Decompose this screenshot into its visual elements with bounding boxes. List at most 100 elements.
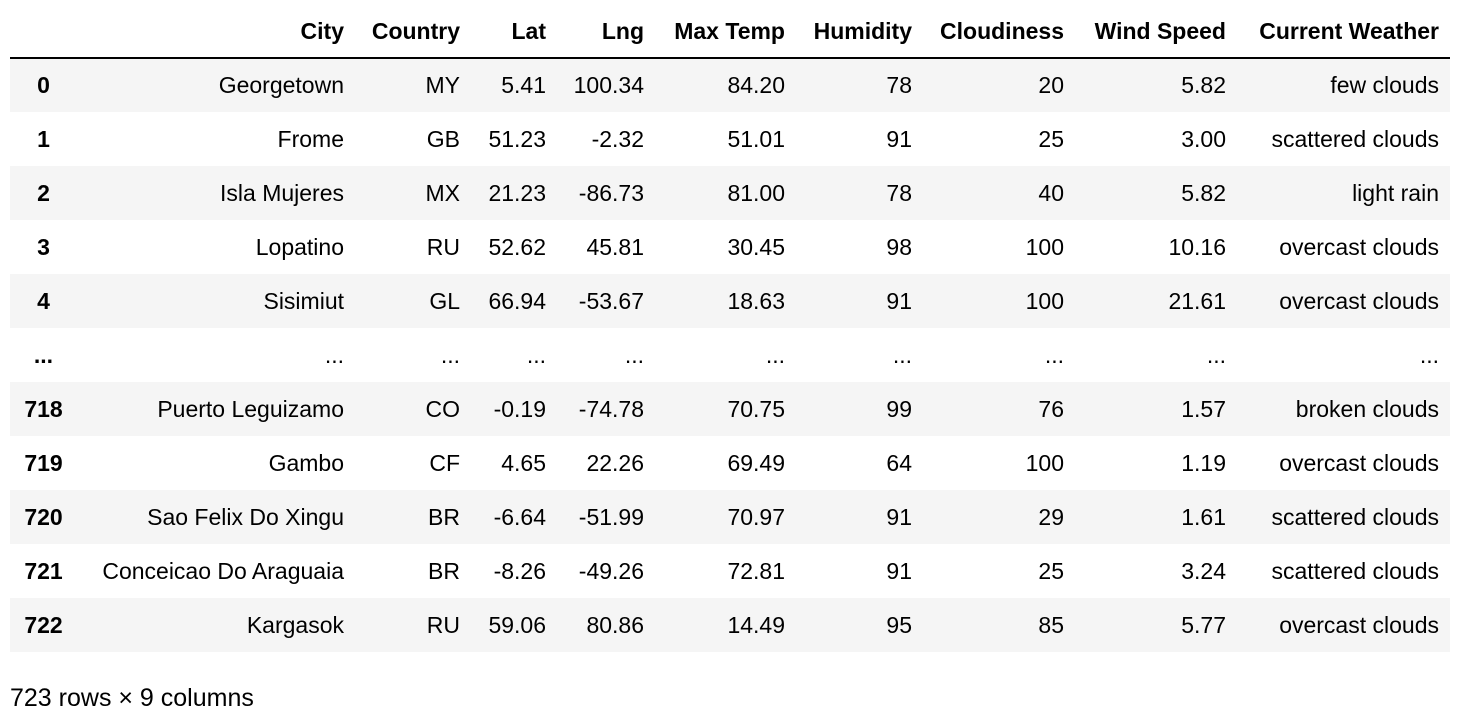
- cell-city: Sao Felix Do Xingu: [147, 503, 344, 530]
- cell-cloudiness: 25: [1038, 557, 1064, 584]
- row-index: 722: [24, 611, 63, 638]
- cell-lng: 80.86: [586, 611, 644, 638]
- cell-cloudiness: 29: [1038, 503, 1064, 530]
- cell-lat: 4.65: [501, 449, 546, 476]
- cell-lng: -53.67: [578, 287, 644, 314]
- cell-current-weather: overcast clouds: [1279, 287, 1439, 314]
- cell-max-temp: 72.81: [727, 557, 785, 584]
- cell-country: BR: [428, 557, 460, 584]
- cell-wind-speed: 1.19: [1181, 449, 1226, 476]
- column-header-cloudiness: Cloudiness: [923, 5, 1075, 59]
- cell-country: RU: [426, 611, 460, 638]
- cell-city: ...: [324, 341, 344, 368]
- cell-city: Frome: [277, 125, 344, 152]
- index-header: [10, 5, 77, 59]
- cell-cloudiness: 100: [1025, 287, 1064, 314]
- cell-wind-speed: ...: [1206, 341, 1226, 368]
- cell-lat: -8.26: [493, 557, 546, 584]
- cell-max-temp: 51.01: [727, 125, 785, 152]
- cell-cloudiness: ...: [1044, 341, 1064, 368]
- cell-humidity: 95: [886, 611, 912, 638]
- cell-current-weather: light rain: [1352, 179, 1439, 206]
- row-index: 0: [37, 72, 50, 98]
- table-row: 3 Lopatino RU 52.62 45.81 30.45 98 100 1…: [10, 220, 1450, 274]
- cell-max-temp: 70.75: [727, 395, 785, 422]
- cell-current-weather: broken clouds: [1295, 395, 1439, 422]
- cell-max-temp: 70.97: [727, 503, 785, 530]
- cell-cloudiness: 100: [1025, 233, 1064, 260]
- table-body: 0 Georgetown MY 5.41 100.34 84.20 78 20 …: [10, 58, 1450, 652]
- cell-city: Isla Mujeres: [220, 179, 344, 206]
- cell-current-weather: overcast clouds: [1279, 611, 1439, 638]
- column-header-humidity: Humidity: [796, 5, 923, 59]
- cell-country: BR: [428, 503, 460, 530]
- cell-wind-speed: 10.16: [1168, 233, 1226, 260]
- cell-wind-speed: 5.82: [1181, 179, 1226, 206]
- header-row: City Country Lat Lng Max Temp Humidity C…: [10, 5, 1450, 59]
- column-header-wind-speed: Wind Speed: [1075, 5, 1237, 59]
- cell-lat: 21.23: [488, 179, 546, 206]
- table-row: 721 Conceicao Do Araguaia BR -8.26 -49.2…: [10, 544, 1450, 598]
- cell-lat: ...: [526, 341, 546, 368]
- cell-country: CO: [425, 395, 461, 422]
- cell-lng: 100.34: [573, 72, 644, 98]
- cell-country: CF: [429, 449, 460, 476]
- cell-cloudiness: 100: [1025, 449, 1064, 476]
- dataframe-output: City Country Lat Lng Max Temp Humidity C…: [10, 5, 1450, 652]
- cell-lng: -86.73: [578, 179, 644, 206]
- table-row: 718 Puerto Leguizamo CO -0.19 -74.78 70.…: [10, 382, 1450, 436]
- cell-current-weather: few clouds: [1330, 72, 1439, 98]
- table-shape-summary: 723 rows × 9 columns: [10, 684, 254, 712]
- cell-max-temp: ...: [765, 341, 785, 368]
- cell-country: GL: [429, 287, 460, 314]
- cell-wind-speed: 21.61: [1168, 287, 1226, 314]
- cell-cloudiness: 40: [1038, 179, 1064, 206]
- cell-city: Georgetown: [218, 72, 344, 98]
- cell-lat: 66.94: [488, 287, 546, 314]
- cell-lng: -49.26: [578, 557, 644, 584]
- table-row: 4 Sisimiut GL 66.94 -53.67 18.63 91 100 …: [10, 274, 1450, 328]
- cell-lng: 22.26: [586, 449, 644, 476]
- table-row: 722 Kargasok RU 59.06 80.86 14.49 95 85 …: [10, 598, 1450, 652]
- row-index: 720: [24, 503, 63, 530]
- row-index: 719: [24, 449, 63, 476]
- row-index: 718: [24, 395, 63, 422]
- cell-country: ...: [440, 341, 460, 368]
- cell-lng: ...: [624, 341, 644, 368]
- cell-country: MX: [425, 179, 461, 206]
- cell-max-temp: 69.49: [727, 449, 785, 476]
- cell-lng: 45.81: [586, 233, 644, 260]
- cell-current-weather: overcast clouds: [1279, 449, 1439, 476]
- cell-cloudiness: 20: [1038, 72, 1064, 98]
- cell-wind-speed: 5.82: [1181, 72, 1226, 98]
- table-row: 1 Frome GB 51.23 -2.32 51.01 91 25 3.00 …: [10, 112, 1450, 166]
- cell-max-temp: 30.45: [727, 233, 785, 260]
- cell-country: RU: [426, 233, 460, 260]
- cell-country: GB: [426, 125, 460, 152]
- cell-cloudiness: 76: [1038, 395, 1064, 422]
- cell-city: Lopatino: [255, 233, 344, 260]
- cell-lng: -74.78: [578, 395, 644, 422]
- cell-humidity: 91: [886, 557, 912, 584]
- column-header-lat: Lat: [471, 5, 557, 59]
- cell-city: Sisimiut: [263, 287, 344, 314]
- cell-current-weather: scattered clouds: [1271, 125, 1439, 152]
- row-index: 721: [24, 557, 63, 584]
- row-index: 4: [37, 287, 50, 314]
- cell-city: Puerto Leguizamo: [157, 395, 344, 422]
- cell-humidity: 98: [886, 233, 912, 260]
- cell-lat: 52.62: [488, 233, 546, 260]
- dataframe-table: City Country Lat Lng Max Temp Humidity C…: [10, 5, 1450, 652]
- cell-wind-speed: 1.57: [1181, 395, 1226, 422]
- table-row: 2 Isla Mujeres MX 21.23 -86.73 81.00 78 …: [10, 166, 1450, 220]
- cell-city: Conceicao Do Araguaia: [102, 557, 344, 584]
- cell-cloudiness: 25: [1038, 125, 1064, 152]
- cell-lat: 51.23: [488, 125, 546, 152]
- cell-humidity: 99: [886, 395, 912, 422]
- column-header-city: City: [77, 5, 355, 59]
- cell-max-temp: 81.00: [727, 179, 785, 206]
- cell-humidity: 91: [886, 287, 912, 314]
- cell-max-temp: 18.63: [727, 287, 785, 314]
- table-row: 0 Georgetown MY 5.41 100.34 84.20 78 20 …: [10, 58, 1450, 112]
- row-index: 2: [37, 179, 50, 206]
